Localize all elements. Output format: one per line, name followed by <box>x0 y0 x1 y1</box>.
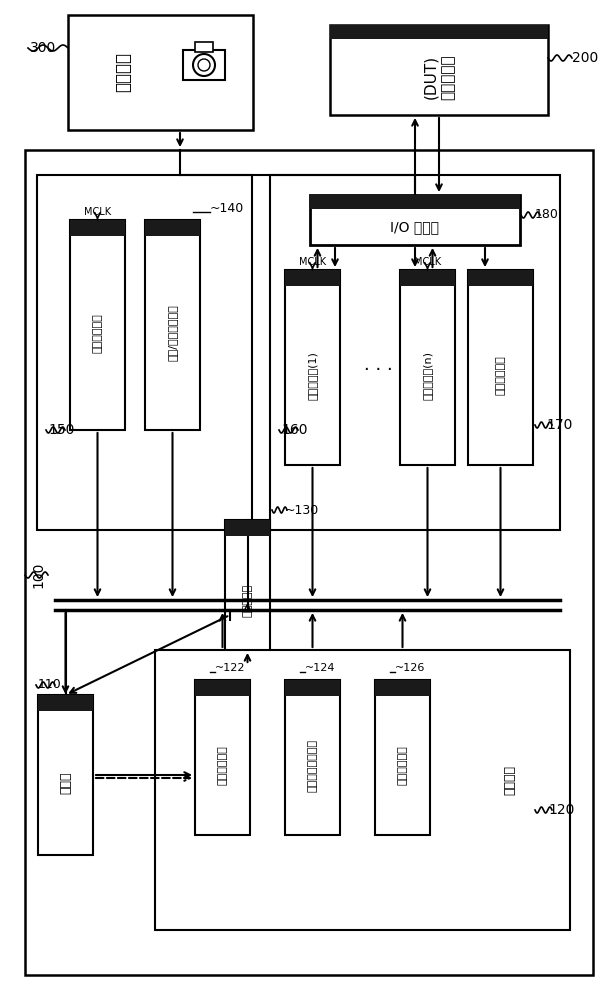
Bar <box>285 270 340 465</box>
Text: . . .: . . . <box>363 356 392 374</box>
Bar <box>310 195 520 209</box>
Text: MCLK: MCLK <box>84 207 111 217</box>
Bar <box>225 520 270 665</box>
Text: 测试器通道(1): 测试器通道(1) <box>307 351 317 400</box>
Text: ~130: ~130 <box>285 504 319 516</box>
Bar <box>68 15 253 130</box>
Text: ~140: ~140 <box>210 202 245 215</box>
Text: 300: 300 <box>30 41 56 55</box>
Text: 测试器通道(n): 测试器通道(n) <box>423 351 432 400</box>
Text: 160: 160 <box>281 423 307 437</box>
Bar <box>145 220 200 236</box>
Text: 总线控制器: 总线控制器 <box>243 584 253 617</box>
Bar <box>70 220 125 430</box>
Bar <box>225 520 270 536</box>
Bar <box>145 220 200 430</box>
Text: 软件模块: 软件模块 <box>503 765 516 795</box>
Bar <box>285 680 340 696</box>
Bar <box>310 195 520 245</box>
Bar <box>330 25 548 39</box>
Text: 时间测量仪器: 时间测量仪器 <box>495 356 506 395</box>
Text: 120: 120 <box>548 803 574 817</box>
Bar <box>375 680 430 696</box>
Bar <box>270 175 560 530</box>
Bar <box>375 680 430 835</box>
Text: 170: 170 <box>546 418 572 432</box>
Bar <box>330 25 548 115</box>
Bar <box>155 650 570 930</box>
Text: 图案生成单元: 图案生成单元 <box>217 746 227 785</box>
Text: 数据操作单元: 数据操作单元 <box>397 746 408 785</box>
Text: 成像设备: 成像设备 <box>114 52 132 93</box>
Text: MCLK: MCLK <box>414 257 441 267</box>
Text: ~126: ~126 <box>395 663 426 673</box>
Text: 100: 100 <box>31 562 45 588</box>
Bar <box>38 695 93 855</box>
Text: ~122: ~122 <box>215 663 246 673</box>
Bar <box>195 680 250 696</box>
Bar <box>400 270 455 286</box>
Bar <box>70 220 125 236</box>
Text: 200: 200 <box>572 51 598 65</box>
Bar <box>468 270 533 465</box>
Bar <box>400 270 455 465</box>
Bar <box>25 150 593 975</box>
Text: 图像控制单元: 图像控制单元 <box>92 313 102 353</box>
Bar <box>285 270 340 286</box>
Bar <box>285 680 340 835</box>
Text: MCLK: MCLK <box>299 257 326 267</box>
Text: 180: 180 <box>535 209 559 222</box>
Bar <box>37 175 252 530</box>
Bar <box>195 680 250 835</box>
Text: ~124: ~124 <box>305 663 336 673</box>
Text: 处理器: 处理器 <box>59 772 72 794</box>
Bar <box>183 50 225 80</box>
Text: I/O 接口器: I/O 接口器 <box>391 220 439 234</box>
Text: (DUT)
被测显示器: (DUT) 被测显示器 <box>423 54 455 100</box>
Bar <box>38 695 93 711</box>
Text: 150: 150 <box>48 423 75 437</box>
Bar <box>468 270 533 286</box>
Text: 电流时间转换单元: 电流时间转换单元 <box>307 739 317 792</box>
Bar <box>195 42 213 52</box>
Text: 图案/图片存储单元: 图案/图片存储单元 <box>168 305 177 361</box>
Text: 110: 110 <box>38 678 62 692</box>
